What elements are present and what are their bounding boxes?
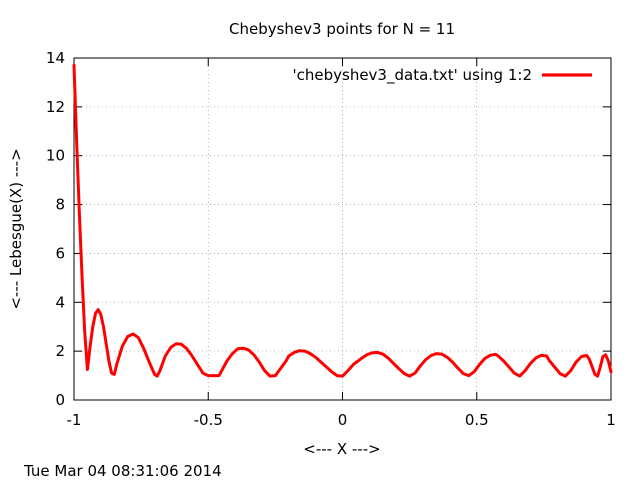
y-tick-label: 12 [46, 98, 65, 116]
x-axis-label: <--- X ---> [303, 440, 380, 458]
axis-ticks [73, 57, 612, 401]
grid-lines [74, 58, 611, 400]
x-tick-label: 0 [338, 411, 348, 429]
series-layer [72, 63, 613, 378]
y-tick-label: 10 [46, 147, 65, 165]
chart-title: Chebyshev3 points for N = 11 [229, 20, 455, 38]
y-axis-label: <--- Lebesgue(X) ---> [7, 148, 25, 309]
legend: 'chebyshev3_data.txt' using 1:2 [293, 66, 592, 85]
tick-labels: 0 2 4 6 8 10 12 14 -1 -0.5 0 0.5 1 [46, 49, 616, 429]
x-tick-label: -1 [67, 411, 82, 429]
x-tick-label: -0.5 [194, 411, 223, 429]
y-tick-label: 2 [55, 342, 65, 360]
y-tick-label: 4 [55, 293, 65, 311]
x-tick-label: 0.5 [465, 411, 489, 429]
x-tick-label: 1 [606, 411, 616, 429]
y-tick-label: 0 [55, 391, 65, 409]
y-tick-label: 14 [46, 49, 65, 67]
legend-label: 'chebyshev3_data.txt' using 1:2 [293, 66, 533, 85]
series-line [72, 63, 613, 378]
timestamp: Tue Mar 04 08:31:06 2014 [23, 462, 222, 480]
y-tick-label: 6 [55, 244, 65, 262]
y-tick-label: 8 [55, 196, 65, 214]
plot-frame [73, 57, 612, 401]
